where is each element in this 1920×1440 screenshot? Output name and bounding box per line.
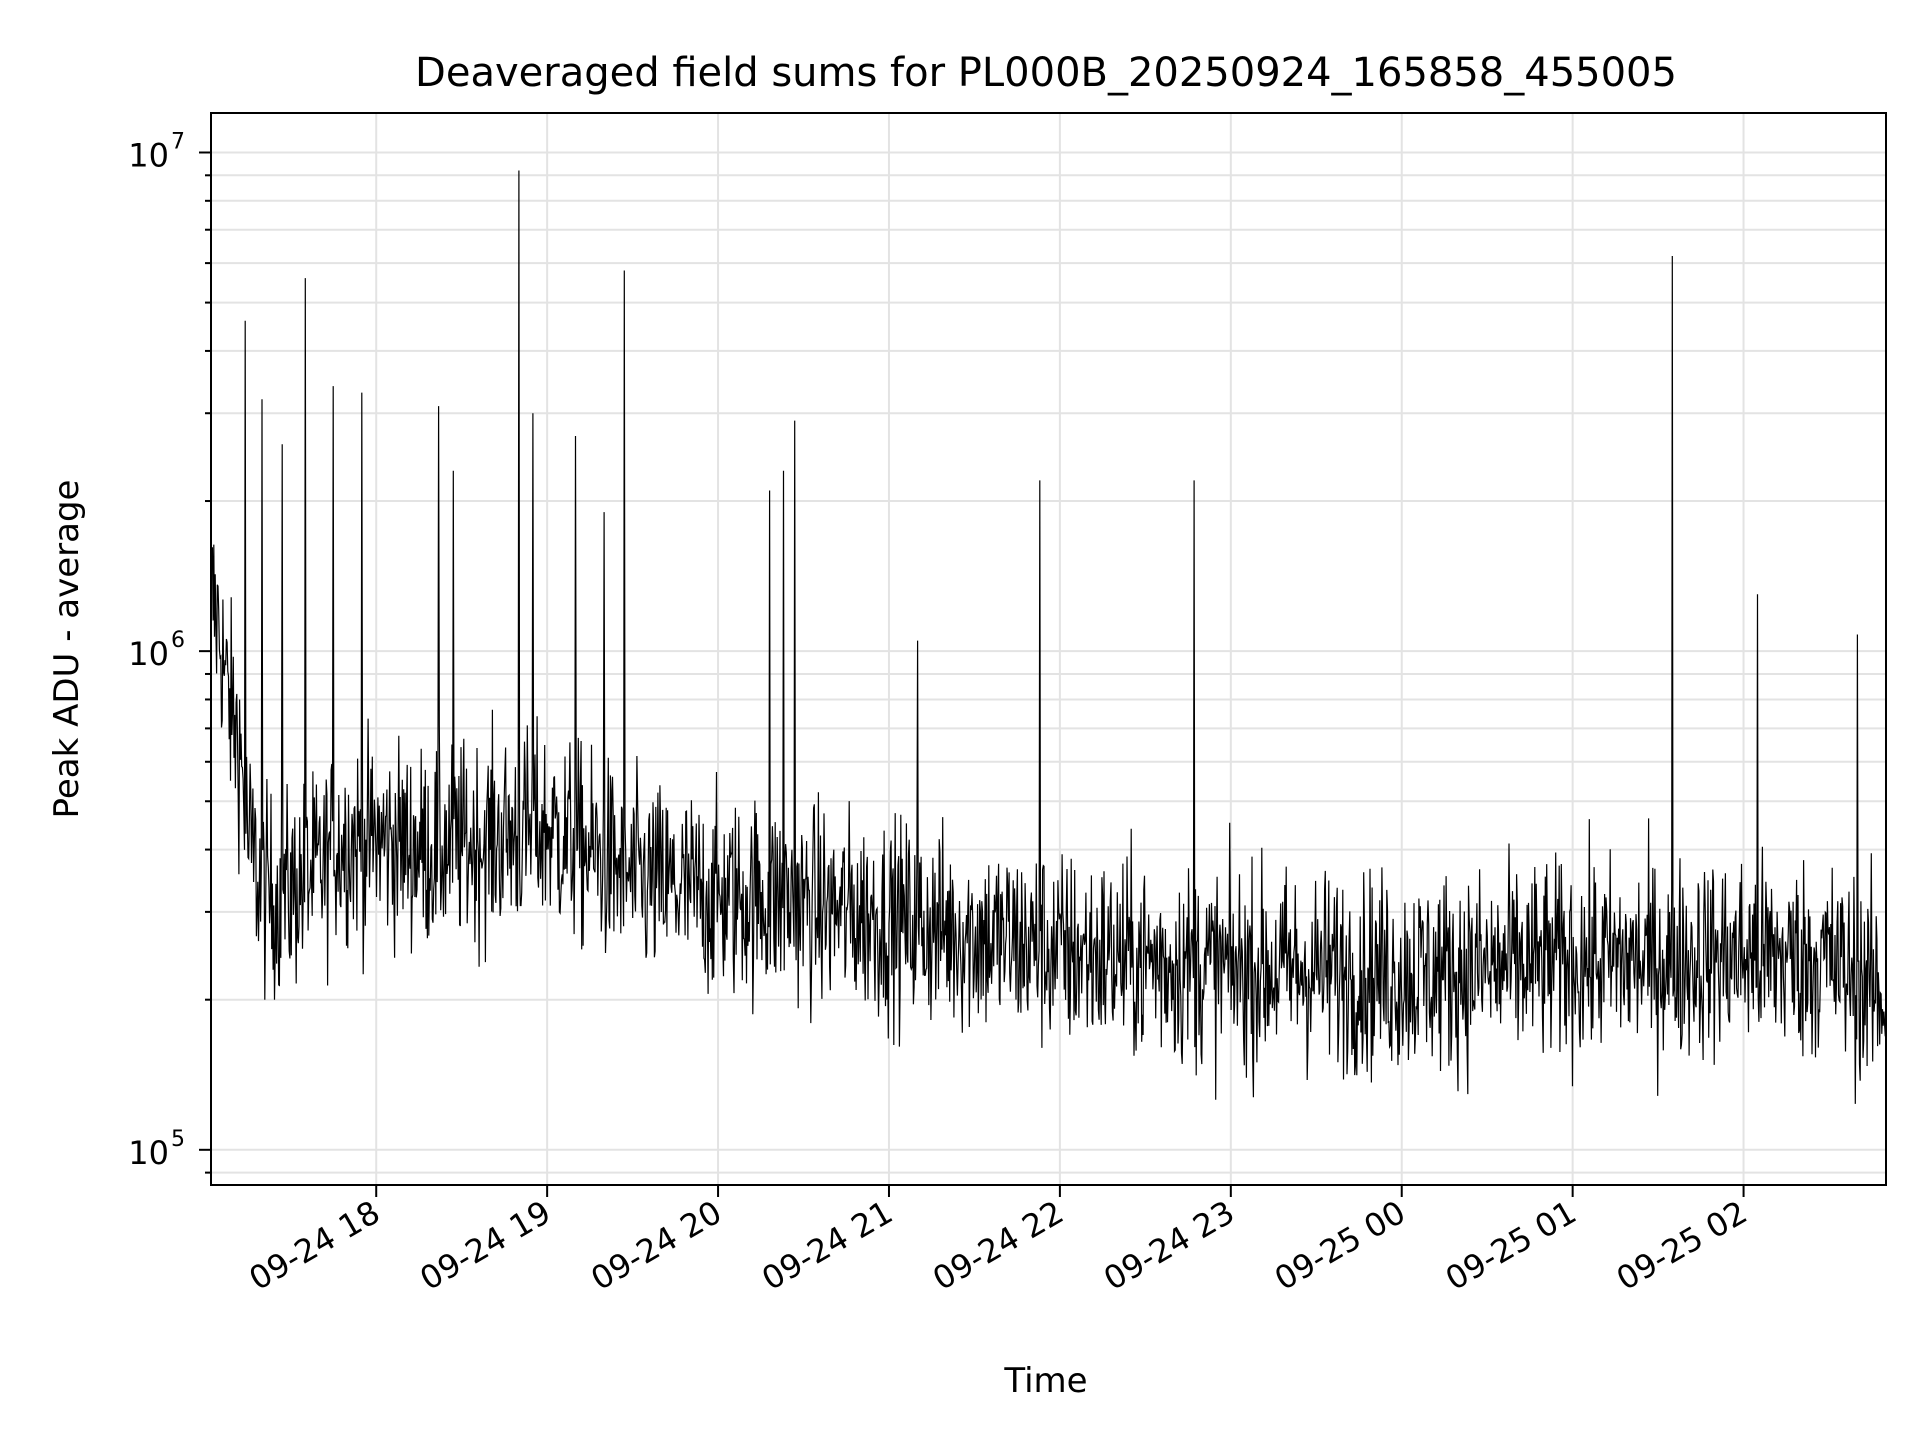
y-tick-exponent: 7 bbox=[171, 129, 185, 154]
grid-lines bbox=[211, 113, 1886, 1185]
series-line bbox=[210, 170, 1887, 1104]
axes-frame bbox=[210, 112, 1887, 1186]
plot-series bbox=[210, 170, 1887, 1104]
y-axis-label: Peak ADU - average bbox=[47, 480, 87, 819]
x-axis-label: Time bbox=[1003, 1361, 1087, 1401]
chart-title: Deaveraged field sums for PL000B_2025092… bbox=[415, 50, 1677, 96]
y-tick-label: 10 bbox=[128, 635, 169, 673]
y-tick-exponent: 5 bbox=[171, 1127, 185, 1152]
y-tick-label: 10 bbox=[128, 136, 169, 174]
y-tick-exponent: 6 bbox=[171, 628, 185, 653]
y-tick-label: 10 bbox=[128, 1134, 169, 1172]
